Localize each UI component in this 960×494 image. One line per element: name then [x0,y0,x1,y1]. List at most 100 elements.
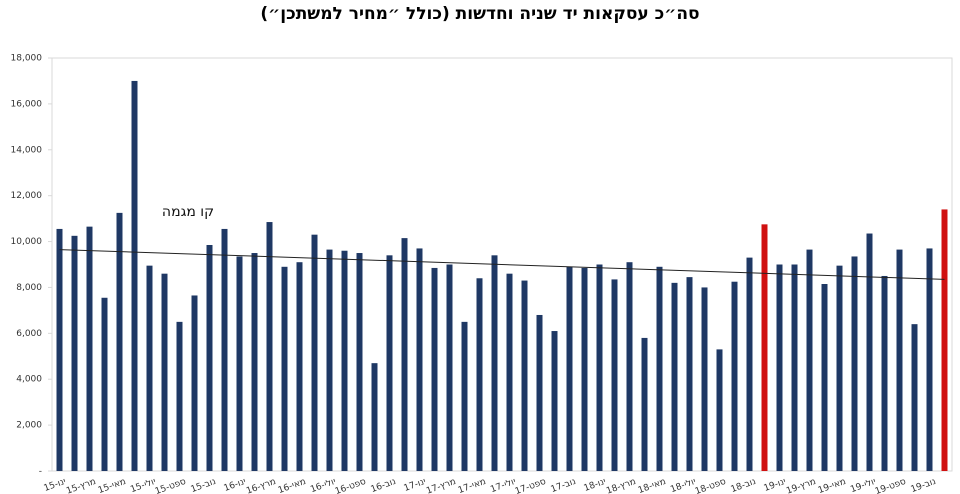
bar [506,273,513,471]
y-tick-label: 12,000 [11,191,43,201]
bar [281,266,288,471]
y-tick-label: 16,000 [11,99,43,109]
bar [56,228,63,471]
bar [866,233,873,471]
bar [206,244,213,471]
bar [686,277,693,471]
bar [221,228,228,471]
x-tick-label: ספט-18 [694,477,728,494]
bar [371,363,378,471]
x-tick-label: יולי-17 [489,477,517,494]
bar [236,256,243,471]
x-tick-label: מאי-19 [817,477,848,494]
bar [776,264,783,471]
bar [851,256,858,471]
bar [431,267,438,471]
x-tick-label: ספט-17 [514,477,548,494]
bar [491,255,498,471]
bar [566,266,573,471]
x-tick-label: מרץ-19 [785,477,817,494]
bar [896,249,903,471]
x-tick-label: מאי-18 [637,477,668,494]
x-tick-label: ספט-15 [154,477,188,494]
trend-line [59,249,945,280]
x-tick-label: נוב-15 [190,477,218,494]
bar [881,275,888,471]
bar [266,222,273,471]
bar [146,265,153,471]
trend-label: קו מגמה [162,204,214,220]
bar [356,253,363,471]
bar [626,262,633,471]
bar [671,282,678,471]
bar [656,266,663,471]
y-tick-label: 6,000 [16,329,42,339]
bar [806,249,813,471]
bar [101,297,108,471]
bar [761,224,768,471]
y-tick-label: 10,000 [11,237,43,247]
x-tick-label: מרץ-18 [605,477,637,494]
x-tick-label: מרץ-15 [65,477,97,494]
x-tick-label: יולי-18 [669,477,697,494]
x-tick-label: נוב-19 [910,477,938,494]
bar [716,349,723,471]
bar [401,238,408,471]
x-tick-label: יולי-19 [849,477,877,494]
bar [611,279,618,471]
x-tick-label: ינו-17 [403,477,428,494]
bar [461,321,468,471]
y-tick-label: 2,000 [16,421,42,431]
bar [191,295,198,471]
bar [701,287,708,471]
chart-title: סה״כ עסקאות יד שניה וחדשות (כולל ״מחיר ל… [260,4,699,24]
bar [476,278,483,471]
x-tick-label: מאי-15 [97,477,128,494]
bar [161,273,168,471]
bar [446,264,453,471]
bar [641,337,648,471]
x-tick-label: ינו-19 [763,477,788,494]
bar [941,209,948,471]
x-tick-label: ספט-16 [334,477,368,494]
y-tick-label: 18,000 [11,54,43,64]
x-tick-label: מרץ-17 [425,477,457,494]
x-tick-label: יולי-15 [129,477,157,494]
bar [926,248,933,471]
x-tick-label: ינו-18 [583,477,608,494]
bar [86,226,93,471]
y-tick-label: 14,000 [11,145,43,155]
bar [71,235,78,471]
x-tick-label: נוב-17 [550,477,578,494]
bar [311,234,318,471]
bar [296,262,303,471]
bar [521,280,528,471]
x-tick-label: מרץ-16 [245,477,277,494]
y-tick-label: 8,000 [16,283,42,293]
bar [326,249,333,471]
bar [911,324,918,471]
bar [386,255,393,471]
bar [581,267,588,471]
y-tick-label: - [39,467,42,477]
x-tick-label: ינו-16 [223,477,248,494]
bar [746,257,753,471]
x-tick-label: נוב-16 [370,477,398,494]
x-tick-label: ינו-15 [43,477,68,494]
bar [251,253,258,471]
x-tick-label: מאי-16 [277,477,308,494]
bar [116,212,123,471]
bar [536,314,543,471]
bar [836,265,843,471]
bar [131,80,138,471]
bar [821,284,828,471]
x-tick-label: נוב-18 [730,477,758,494]
bar [341,250,348,471]
bar [176,321,183,471]
plot-frame [51,57,953,472]
bar [596,264,603,471]
bar [731,281,738,471]
bar [551,331,558,471]
